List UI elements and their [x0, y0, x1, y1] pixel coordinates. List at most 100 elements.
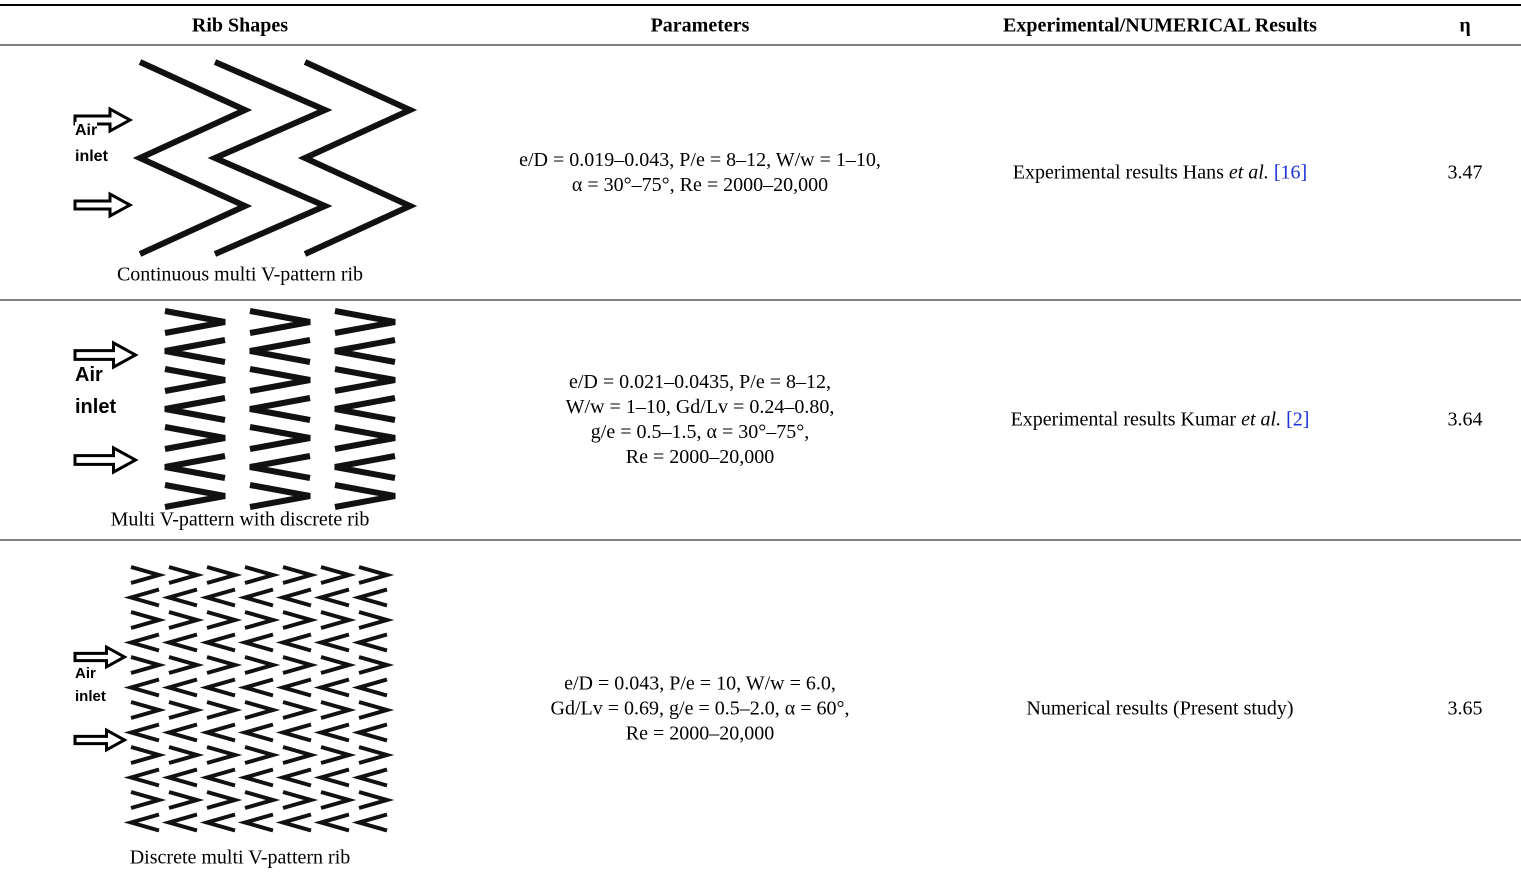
rib — [168, 610, 205, 630]
rib — [275, 722, 312, 743]
rib — [161, 587, 198, 608]
parameters-cell: e/D = 0.019–0.043, P/e = 8–12, W/w = 1–1… — [519, 148, 881, 198]
rib — [237, 587, 274, 608]
rib — [130, 655, 167, 675]
figure-caption: Multi V-pattern with discrete rib — [110, 508, 370, 531]
rib — [275, 677, 312, 698]
rib — [275, 767, 312, 788]
rib — [168, 790, 205, 810]
column-header: η — [1459, 14, 1471, 37]
rib — [275, 632, 312, 653]
parameter-line: g/e = 0.5–1.5, α = 30°–75°, — [590, 421, 810, 443]
parameters-cell: e/D = 0.021–0.0435, P/e = 8–12, W/w = 1–1… — [566, 370, 835, 470]
rib — [123, 632, 160, 653]
rib — [123, 812, 160, 833]
rib — [249, 453, 311, 481]
rib — [297, 59, 418, 257]
rib — [164, 308, 226, 336]
rib — [313, 722, 350, 743]
rib — [161, 632, 198, 653]
parameter-line: e/D = 0.021–0.0435, P/e = 8–12, — [569, 371, 831, 393]
result-emphasis: et al. — [1228, 161, 1269, 183]
rib — [351, 722, 388, 743]
rib — [358, 655, 395, 675]
rib — [351, 632, 388, 653]
rib — [334, 482, 396, 510]
rib — [237, 677, 274, 698]
rib — [358, 790, 395, 810]
rib — [130, 790, 167, 810]
rib — [123, 722, 160, 743]
rib — [199, 587, 236, 608]
figure-label: inlet — [75, 687, 106, 705]
rib — [334, 453, 396, 481]
reference-link[interactable]: [2] — [1286, 408, 1310, 431]
rib — [161, 812, 198, 833]
rib — [123, 587, 160, 608]
air-arrow — [73, 445, 139, 475]
rib — [334, 424, 396, 452]
rib — [206, 610, 243, 630]
rib — [351, 767, 388, 788]
rib — [164, 337, 226, 365]
rib — [282, 745, 319, 765]
result-text: Numerical results (Present study) — [1026, 697, 1294, 720]
reference-link[interactable]: [16] — [1273, 161, 1308, 183]
parameter-line: Gd/Lv = 0.69, g/e = 0.5–2.0, α = 60°, — [550, 697, 850, 720]
rib — [164, 395, 226, 423]
parameter-line: W/w = 1–10, Gd/Lv = 0.24–0.80, — [565, 396, 835, 418]
rib — [123, 767, 160, 788]
rib — [237, 812, 274, 833]
rib — [249, 424, 311, 452]
rib — [351, 677, 388, 698]
result-cell: Numerical results (Present study) — [1026, 697, 1293, 722]
rib — [282, 565, 319, 585]
rib — [244, 745, 281, 765]
rib — [130, 565, 167, 585]
rib — [199, 677, 236, 698]
rib — [282, 790, 319, 810]
parameter-line: e/D = 0.019–0.043, P/e = 8–12, W/w = 1–1… — [519, 148, 881, 171]
rib — [320, 745, 357, 765]
column-header: Experimental/NUMERICAL Results — [1003, 14, 1317, 37]
rib — [320, 565, 357, 585]
rib — [334, 366, 396, 394]
result-text: Experimental results Hans — [1012, 161, 1224, 183]
rib — [275, 812, 312, 833]
rib — [207, 59, 333, 257]
air-arrow — [73, 340, 139, 370]
rib — [161, 677, 198, 698]
rib — [168, 700, 205, 720]
rib — [249, 395, 311, 423]
rib — [244, 610, 281, 630]
rib — [237, 632, 274, 653]
rib — [164, 453, 226, 481]
rib — [351, 812, 388, 833]
rib — [206, 745, 243, 765]
figure-label: inlet — [75, 148, 108, 166]
rib — [206, 790, 243, 810]
rib — [237, 722, 274, 743]
parameter-line: Re = 2000–20,000 — [625, 722, 775, 745]
rib — [358, 565, 395, 585]
column-header: Rib Shapes — [191, 14, 289, 37]
rib — [358, 745, 395, 765]
rib — [313, 632, 350, 653]
rib — [130, 610, 167, 630]
rib — [249, 482, 311, 510]
rib — [282, 700, 319, 720]
figure-caption: Continuous multi V-pattern rib — [116, 263, 364, 286]
rib — [334, 308, 396, 336]
rib — [199, 767, 236, 788]
rib — [237, 767, 274, 788]
parameters-cell: e/D = 0.043, P/e = 10, W/w = 6.0, Gd/Lv =… — [551, 672, 850, 747]
rib — [313, 677, 350, 698]
rib — [244, 700, 281, 720]
rib — [244, 565, 281, 585]
rib — [351, 587, 388, 608]
parameter-line: Re = 2000–20,000 — [625, 446, 775, 468]
result-cell: Experimental results Kumar et al. [2] — [1011, 408, 1310, 433]
rib — [168, 745, 205, 765]
